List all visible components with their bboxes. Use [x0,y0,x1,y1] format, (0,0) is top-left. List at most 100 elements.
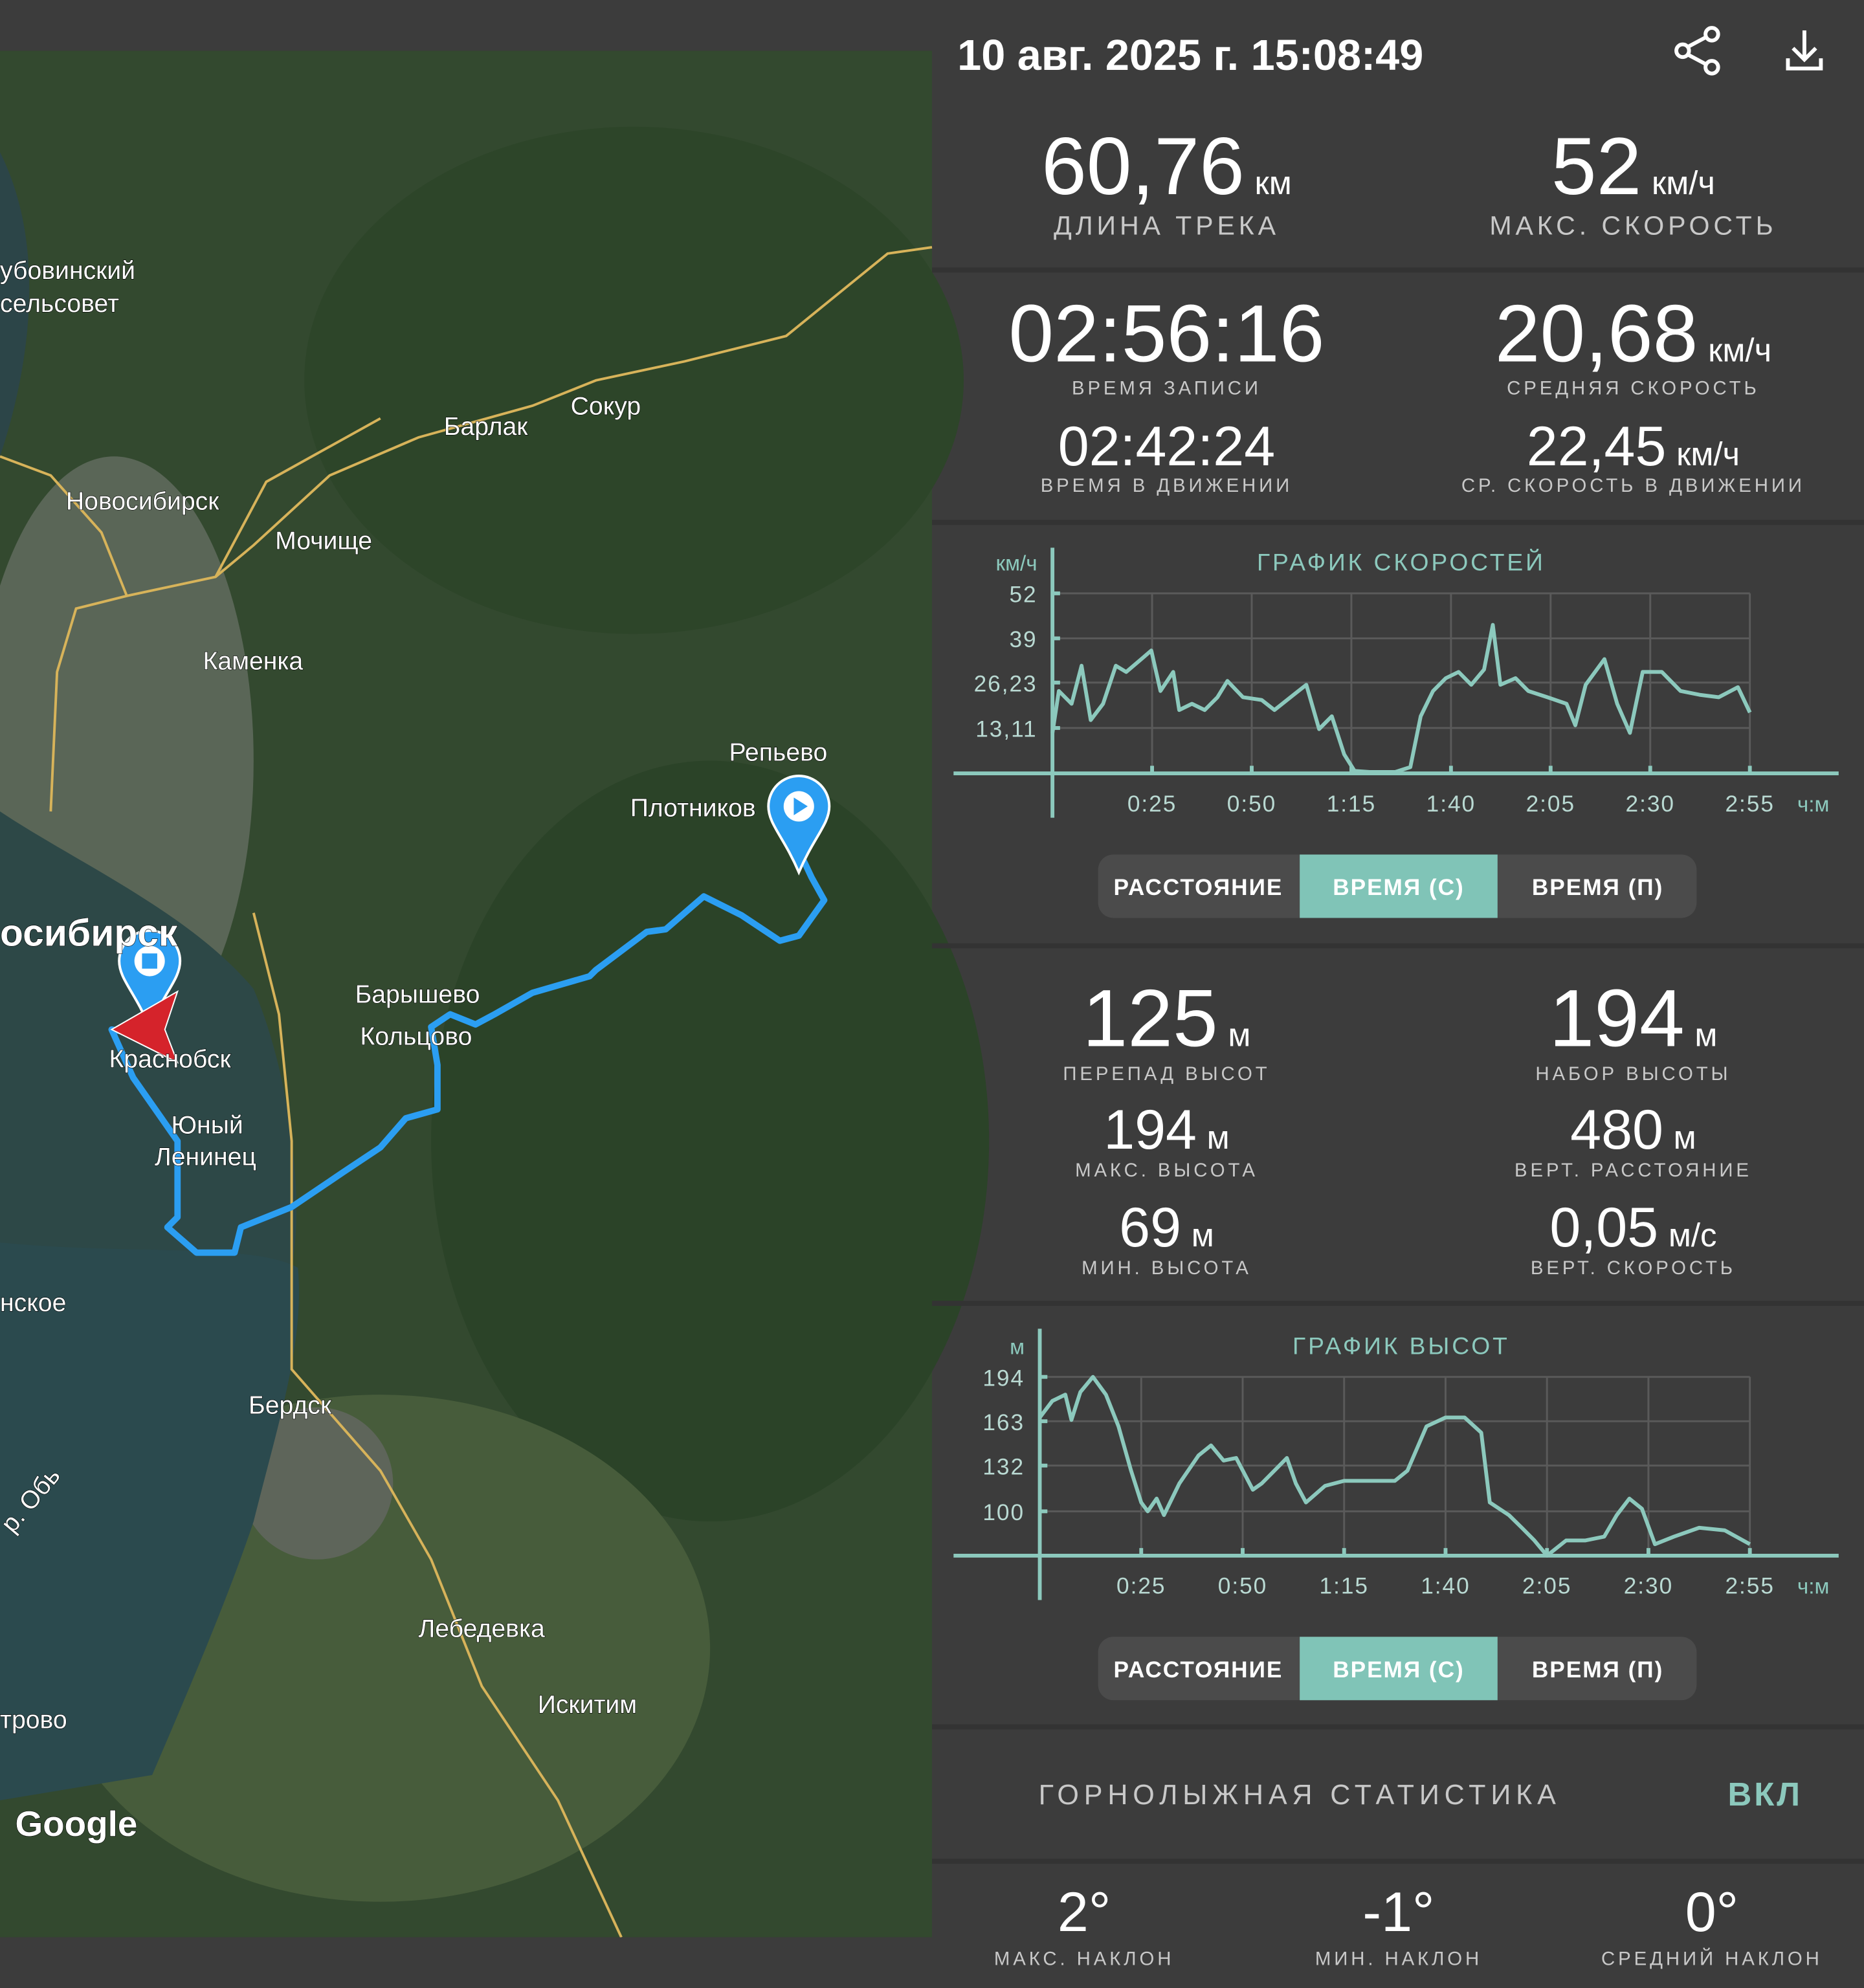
stat-value: 480 м [1570,1099,1696,1161]
stat-number: 22,45 [1527,415,1667,478]
map-label: Искитим [538,1691,638,1719]
map-label: Google [16,1804,138,1844]
ski-label: МАКС. НАКЛОН [994,1949,1174,1970]
stat-unit: км/ч [1708,331,1771,368]
toggle-button[interactable]: ВРЕМЯ (П) [1532,875,1663,900]
ski-title: ГОРНОЛЫЖНАЯ СТАТИСТИКА [1039,1780,1561,1811]
x-tick-label: 0:50 [1227,791,1276,817]
stat-value: 69 м [1119,1197,1214,1259]
map-label: Юный [171,1112,243,1140]
toggle-button[interactable]: РАССТОЯНИЕ [1113,1657,1283,1683]
map-label: трово [0,1706,67,1734]
x-tick-label: 2:05 [1522,1574,1571,1599]
x-tick-label: 0:25 [1116,1574,1166,1599]
ski-toggle[interactable]: ВКЛ [1728,1776,1803,1813]
map-label: убовинский [0,257,135,285]
stat-label: НАБОР ВЫСОТЫ [1535,1063,1731,1085]
ski-label: СРЕДНИЙ НАКЛОН [1601,1948,1823,1970]
x-tick-label: 0:50 [1218,1574,1267,1599]
toggle-button[interactable]: РАССТОЯНИЕ [1113,875,1283,900]
stat-unit: км/ч [1676,436,1740,472]
stat-label: ВЕРТ. СКОРОСТЬ [1531,1257,1736,1279]
map-label: Барлак [444,413,529,441]
map-label: сельсовет [0,290,119,318]
x-tick-label: 1:40 [1421,1574,1470,1599]
map-label: Каменка [203,647,303,675]
stat-unit: м [1207,1119,1230,1156]
toggle-button[interactable]: ВРЕМЯ (П) [1532,1657,1663,1683]
stat-value: 125 м [1083,972,1251,1063]
x-tick-label: 0:25 [1127,791,1177,817]
track-datetime: 10 авг. 2025 г. 15:08:49 [957,32,1423,80]
stat-label: СРЕДНЯЯ СКОРОСТЬ [1507,377,1760,399]
y-tick-label: 194 [982,1365,1025,1391]
x-tick-label: 2:30 [1624,1574,1673,1599]
stat-label: МАКС. ВЫСОТА [1075,1160,1258,1181]
stat-value: 0,05 м/с [1549,1197,1716,1259]
stat-label: ВЕРТ. РАССТОЯНИЕ [1514,1160,1752,1181]
y-axis-label: км/ч [996,552,1037,576]
map [0,50,990,1938]
stat-value: 194 м [1549,972,1717,1063]
stat-label: ДЛИНА ТРЕКА [1054,210,1280,240]
x-tick-label: 2:55 [1725,1574,1774,1599]
ski-value: -1° [1362,1881,1434,1943]
x-tick-label: 1:40 [1426,791,1476,817]
x-axis-label: ч:м [1797,793,1830,817]
map-label: нское [0,1289,66,1317]
status-strip [0,0,1864,51]
stat-unit: м [1228,1016,1250,1053]
chart-title: ГРАФИК СКОРОСТЕЙ [1257,549,1546,576]
map-label: Краснобск [109,1046,231,1074]
x-tick-label: 1:15 [1320,1574,1369,1599]
map-label: Ленинец [155,1143,256,1171]
y-axis-label: м [1010,1335,1025,1359]
toggle-selected [1300,1637,1498,1701]
map-label: Лебедевка [419,1615,545,1642]
data-line [1050,623,1752,774]
stat-number: 02:56:16 [1008,287,1324,379]
stat-label: ВРЕМЯ В ДВИЖЕНИИ [1041,475,1293,496]
y-tick-label: 100 [982,1500,1025,1525]
map-label: Новосибирск [66,488,219,516]
y-tick-label: 52 [1009,582,1037,608]
y-tick-label: 132 [982,1454,1025,1479]
stat-unit: м [1192,1217,1214,1254]
stat-number: 02:42:24 [1058,415,1276,478]
stat-number: 125 [1083,972,1218,1063]
stat-value: 194 м [1104,1099,1230,1161]
bottom-strip [0,1937,932,1988]
download-button[interactable] [1786,30,1823,71]
y-tick-label: 163 [982,1410,1025,1435]
stat-value: 02:42:24 [1058,415,1276,478]
x-axis-label: ч:м [1797,1575,1830,1599]
x-tick-label: 2:55 [1725,791,1774,817]
stat-number: 20,68 [1495,287,1698,379]
dividers [932,267,1864,1864]
y-tick-label: 26,23 [974,671,1037,696]
stat-label: ВРЕМЯ ЗАПИСИ [1072,377,1261,399]
toggle-button[interactable]: ВРЕМЯ (С) [1333,1657,1465,1683]
toggle-button[interactable]: ВРЕМЯ (С) [1333,875,1465,900]
y-tick-label: 39 [1009,627,1037,652]
map-label: Барышево [355,981,480,1009]
map-label: осибирск [0,912,178,955]
y-tick-label: 13,11 [975,717,1037,742]
x-tick-label: 1:15 [1327,791,1376,817]
map-label: Кольцово [360,1022,472,1050]
ski-label: МИН. НАКЛОН [1315,1949,1482,1970]
stat-number: 52 [1551,120,1641,212]
stat-label: СР. СКОРОСТЬ В ДВИЖЕНИИ [1461,475,1805,496]
stat-value: 22,45 км/ч [1527,415,1740,478]
stat-label: МИН. ВЫСОТА [1082,1257,1252,1279]
stat-number: 194 [1104,1099,1197,1161]
share-button[interactable] [1674,26,1720,76]
stat-unit: км/ч [1652,164,1715,201]
x-tick-label: 2:05 [1526,791,1575,817]
stat-unit: км [1255,164,1292,201]
stat-value: 20,68 км/ч [1495,287,1771,379]
map-label: Сокур [571,393,641,421]
x-tick-label: 2:30 [1626,791,1675,817]
